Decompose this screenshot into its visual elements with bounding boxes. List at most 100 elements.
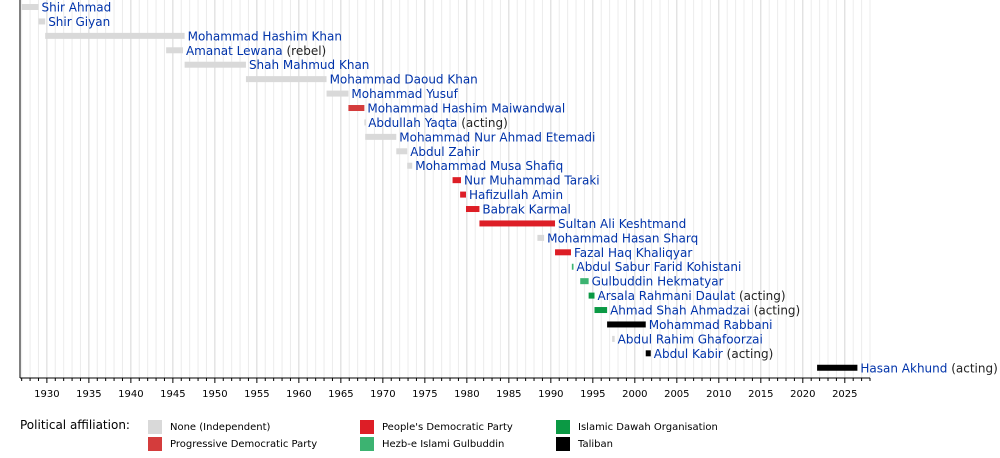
row-label-24: Abdul Kabir (acting) bbox=[654, 347, 773, 361]
leader-name: Abdul Zahir bbox=[410, 145, 480, 159]
row-label-16: Mohammad Hasan Sharq bbox=[547, 231, 698, 245]
row-label-0: Shir Ahmad bbox=[41, 1, 111, 15]
bar-7 bbox=[348, 105, 365, 112]
tick-label-2005: 2005 bbox=[664, 389, 689, 400]
row-label-5: Mohammad Daoud Khan bbox=[330, 73, 478, 87]
tick-label-1960: 1960 bbox=[286, 389, 311, 400]
bar-5 bbox=[245, 76, 327, 83]
row-label-23: Abdul Rahim Ghafoorzai bbox=[618, 332, 763, 346]
x-axis bbox=[19, 0, 870, 379]
row-label-20: Arsala Rahmani Daulat (acting) bbox=[598, 289, 786, 303]
legend-swatch bbox=[148, 437, 162, 451]
leader-name: Amanat Lewana bbox=[186, 44, 283, 58]
tick-label-1995: 1995 bbox=[580, 389, 605, 400]
row-label-22: Mohammad Rabbani bbox=[649, 318, 773, 332]
bar-4 bbox=[184, 61, 246, 68]
bar-8 bbox=[364, 119, 366, 126]
bar-23 bbox=[612, 335, 615, 342]
bar-11 bbox=[407, 162, 413, 169]
bar-20 bbox=[588, 292, 595, 299]
tick-label-1990: 1990 bbox=[538, 389, 563, 400]
leader-note: (acting) bbox=[947, 361, 997, 375]
legend-label: Progressive Democratic Party bbox=[170, 438, 318, 450]
row-label-7: Mohammad Hashim Maiwandwal bbox=[367, 102, 565, 116]
leader-note: (acting) bbox=[735, 289, 785, 303]
leader-name: Mohammad Musa Shafiq bbox=[415, 159, 563, 173]
bar-6 bbox=[326, 90, 349, 97]
row-label-2: Mohammad Hashim Khan bbox=[188, 29, 342, 43]
leader-name: Hafizullah Amin bbox=[469, 188, 563, 202]
leader-name: Hasan Akhund bbox=[860, 361, 947, 375]
leader-note: (acting) bbox=[723, 347, 773, 361]
leader-name: Sultan Ali Keshtmand bbox=[558, 217, 686, 231]
tick-label-1950: 1950 bbox=[202, 389, 227, 400]
bar-3 bbox=[166, 47, 183, 54]
bar-14 bbox=[465, 206, 480, 213]
leader-name: Abdul Rahim Ghafoorzai bbox=[618, 332, 763, 346]
leader-name: Abdul Sabur Farid Kohistani bbox=[577, 260, 742, 274]
leader-name: Mohammad Hashim Maiwandwal bbox=[367, 102, 565, 116]
tick-label-2000: 2000 bbox=[622, 389, 647, 400]
row-label-10: Abdul Zahir bbox=[410, 145, 480, 159]
row-label-4: Shah Mahmud Khan bbox=[249, 58, 369, 72]
tick-label-1940: 1940 bbox=[118, 389, 143, 400]
leader-name: Mohammad Daoud Khan bbox=[330, 73, 478, 87]
row-label-11: Mohammad Musa Shafiq bbox=[415, 159, 563, 173]
tick-label-1955: 1955 bbox=[244, 389, 269, 400]
leader-name: Mohammad Hashim Khan bbox=[188, 29, 342, 43]
row-label-21: Ahmad Shah Ahmadzai (acting) bbox=[610, 304, 800, 318]
tick-label-2015: 2015 bbox=[748, 389, 773, 400]
row-label-8: Abdullah Yaqta (acting) bbox=[368, 116, 508, 130]
bar-12 bbox=[452, 177, 461, 184]
bar-19 bbox=[580, 278, 589, 285]
leader-name: Abdul Kabir bbox=[654, 347, 723, 361]
legend-label: None (Independent) bbox=[170, 421, 271, 433]
legend-item-progressive: Progressive Democratic Party bbox=[148, 437, 317, 451]
legend-label: Islamic Dawah Organisation bbox=[578, 421, 718, 433]
leader-name: Nur Muhammad Taraki bbox=[464, 174, 600, 188]
leader-name: Fazal Haq Khaliqyar bbox=[574, 246, 692, 260]
bar-9 bbox=[365, 133, 397, 140]
bar-10 bbox=[396, 148, 408, 155]
row-label-6: Mohammad Yusuf bbox=[351, 87, 458, 101]
legend-swatch bbox=[556, 420, 570, 434]
bar-13 bbox=[460, 191, 466, 198]
bar-25 bbox=[817, 364, 858, 371]
row-label-1: Shir Giyan bbox=[48, 15, 110, 29]
legend-item-pdpa: People's Democratic Party bbox=[360, 420, 513, 434]
row-label-25: Hasan Akhund (acting) bbox=[860, 361, 997, 375]
leader-name: Mohammad Rabbani bbox=[649, 318, 773, 332]
tick-label-1980: 1980 bbox=[454, 389, 479, 400]
legend-item-none: None (Independent) bbox=[148, 420, 270, 434]
leader-name: Mohammad Yusuf bbox=[351, 87, 458, 101]
leader-name: Mohammad Nur Ahmad Etemadi bbox=[399, 130, 595, 144]
legend-label: Hezb-e Islami Gulbuddin bbox=[382, 438, 505, 450]
leader-name: Mohammad Hasan Sharq bbox=[547, 231, 698, 245]
bar-17 bbox=[555, 249, 571, 256]
legend-title: Political affiliation: bbox=[20, 418, 130, 432]
legend-item-hezb: Hezb-e Islami Gulbuddin bbox=[360, 437, 504, 451]
leader-note: (acting) bbox=[750, 304, 800, 318]
leader-name: Ahmad Shah Ahmadzai bbox=[610, 304, 750, 318]
tick-label-2025: 2025 bbox=[832, 389, 857, 400]
row-label-9: Mohammad Nur Ahmad Etemadi bbox=[399, 130, 595, 144]
bar-2 bbox=[45, 32, 185, 39]
row-label-13: Hafizullah Amin bbox=[469, 188, 563, 202]
row-label-12: Nur Muhammad Taraki bbox=[464, 174, 600, 188]
legend-item-taliban: Taliban bbox=[556, 437, 613, 451]
leader-name: Arsala Rahmani Daulat bbox=[598, 289, 736, 303]
tick-label-2010: 2010 bbox=[706, 389, 731, 400]
legend: Political affiliation: None (Independent… bbox=[0, 412, 1000, 458]
bar-1 bbox=[38, 18, 46, 25]
legend-swatch bbox=[360, 437, 374, 451]
leader-name: Shir Ahmad bbox=[41, 1, 111, 15]
bar-16 bbox=[537, 234, 545, 241]
bar-15 bbox=[479, 220, 556, 227]
year-gridlines bbox=[21, 0, 871, 378]
leader-name: Babrak Karmal bbox=[482, 203, 570, 217]
row-label-15: Sultan Ali Keshtmand bbox=[558, 217, 686, 231]
tick-label-2020: 2020 bbox=[790, 389, 815, 400]
bar-18 bbox=[571, 263, 574, 270]
tick-label-1970: 1970 bbox=[370, 389, 395, 400]
